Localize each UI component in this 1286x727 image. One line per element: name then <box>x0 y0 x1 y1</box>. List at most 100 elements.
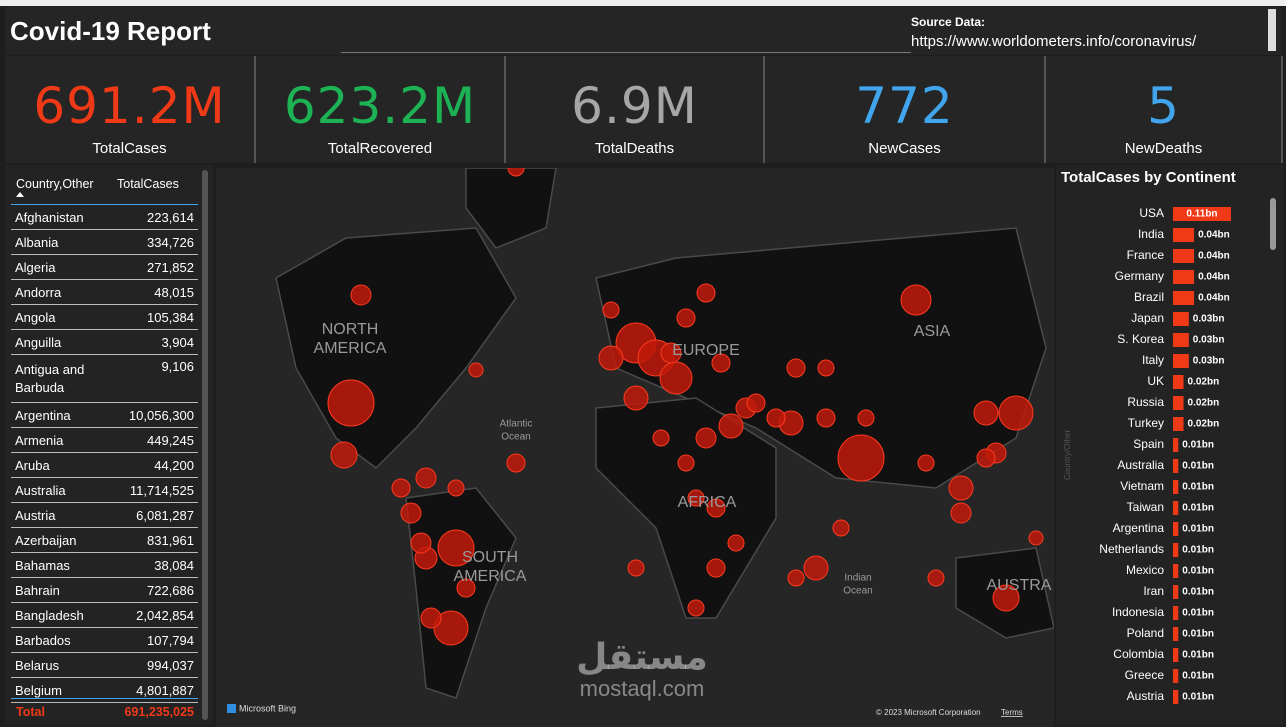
category-label: Mexico <box>1126 563 1164 577</box>
category-label: Italy <box>1142 353 1164 367</box>
table-row: Bahamas 38,084 <box>11 553 198 578</box>
value-label: 0.01bn <box>1182 524 1214 535</box>
case-bubble <box>727 534 745 552</box>
cases-cell: 271,852 <box>147 259 194 275</box>
case-bubble <box>711 353 731 373</box>
value-label: 0.01bn <box>1182 629 1214 640</box>
category-label: Poland <box>1127 626 1164 640</box>
category-label: Indonesia <box>1112 605 1164 619</box>
bar <box>1173 480 1179 494</box>
bar <box>1173 396 1184 410</box>
bar <box>1173 606 1179 620</box>
table-row: Azerbaijan 831,961 <box>11 528 198 553</box>
category-label: Japan <box>1131 311 1164 325</box>
case-bubble <box>900 284 932 316</box>
table-row: Armenia 449,245 <box>11 428 198 453</box>
map-label: Ocean <box>843 586 872 597</box>
country-cell: Algeria <box>15 259 56 275</box>
category-label: Spain <box>1133 437 1164 451</box>
case-bubble <box>766 408 786 428</box>
kpi-card: 772 NewCases <box>765 56 1046 163</box>
value-label: 0.04bn <box>1198 272 1230 283</box>
bar <box>1173 585 1179 599</box>
case-bubble <box>976 448 996 468</box>
country-cell: Austria <box>15 507 56 523</box>
value-label: 0.02bn <box>1188 419 1220 430</box>
case-bubble <box>948 475 974 501</box>
case-bubble <box>456 578 476 598</box>
header: Covid-19 Report Source Data: https://www… <box>5 7 1281 55</box>
total-rule <box>11 698 198 699</box>
case-bubble <box>437 529 475 567</box>
source-box-edge <box>1268 9 1276 51</box>
table-row: Angola 105,384 <box>11 305 198 330</box>
bar <box>1173 690 1179 704</box>
kpi-card: 623.2M TotalRecovered <box>256 56 506 163</box>
country-cell: Armenia <box>15 432 64 448</box>
case-bubble <box>391 478 411 498</box>
value-label: 0.01bn <box>1182 503 1214 514</box>
value-label: 0.11bn <box>1186 209 1217 220</box>
map-label: AFRICA <box>678 494 737 511</box>
cases-cell: 10,056,300 <box>128 407 194 423</box>
category-label: Iran <box>1143 584 1164 598</box>
category-label: Colombia <box>1113 647 1164 661</box>
bar-panel <box>1056 165 1283 725</box>
bar <box>1173 522 1179 536</box>
value-label: 0.01bn <box>1182 461 1214 472</box>
column-header: TotalCases <box>117 177 179 191</box>
case-bubble <box>652 429 670 447</box>
category-label: Taiwan <box>1127 500 1164 514</box>
category-label: S. Korea <box>1117 332 1164 346</box>
table-row: Argentina 10,056,300 <box>11 403 198 428</box>
category-label: UK <box>1147 374 1164 388</box>
case-bubble <box>718 413 744 439</box>
value-label: 0.01bn <box>1182 545 1214 556</box>
cases-cell: 105,384 <box>147 309 194 325</box>
column-header: Country,Other <box>16 177 94 191</box>
watermark-arabic: مستقل <box>576 637 708 678</box>
bar <box>1173 543 1179 557</box>
table-row: Antigua and Barbuda 9,106 <box>11 355 198 403</box>
bar <box>1173 249 1195 263</box>
case-bubble <box>787 569 805 587</box>
value-label: 0.04bn <box>1198 251 1230 262</box>
cases-cell: 9,106 <box>161 359 194 374</box>
scrollbar <box>1270 198 1276 250</box>
map-label: SOUTH <box>462 549 518 566</box>
cases-cell: 3,904 <box>161 334 194 350</box>
value-label: 0.03bn <box>1193 356 1225 367</box>
table-row: Bangladesh 2,042,854 <box>11 603 198 628</box>
case-bubble <box>992 584 1020 612</box>
country-cell: Anguilla <box>15 334 62 350</box>
map-label: AUSTRA <box>987 577 1052 594</box>
kpi-label: TotalRecovered <box>327 140 433 157</box>
country-cell: Azerbaijan <box>15 532 77 548</box>
map: NORTH AMERICA SOUTH AMERICA EUROPE AFRICA ASIA… <box>216 168 1054 727</box>
bing-logo <box>227 704 236 713</box>
map-label: Ocean <box>501 432 530 443</box>
bar <box>1173 438 1179 452</box>
category-label: USA <box>1139 206 1164 220</box>
case-bubble <box>695 427 717 449</box>
case-bubble <box>677 454 695 472</box>
case-bubble <box>950 502 972 524</box>
terms-link: Terms <box>1001 708 1023 717</box>
case-bubble <box>410 532 432 554</box>
case-bubble <box>447 479 465 497</box>
value-label: 0.02bn <box>1188 398 1220 409</box>
kpi-card: 5 NewDeaths <box>1046 56 1283 163</box>
bar <box>1173 648 1179 662</box>
case-bubble <box>786 358 806 378</box>
case-bubble <box>998 395 1034 431</box>
kpi-card: 6.9M TotalDeaths <box>506 56 765 163</box>
cases-cell: 6,081,287 <box>136 507 194 523</box>
case-bubble <box>506 453 526 473</box>
case-bubble <box>706 558 726 578</box>
case-bubble <box>602 301 620 319</box>
bar <box>1173 207 1231 221</box>
cases-cell: 44,200 <box>154 457 194 473</box>
case-bubble <box>687 599 705 617</box>
top-strip <box>0 0 1286 6</box>
